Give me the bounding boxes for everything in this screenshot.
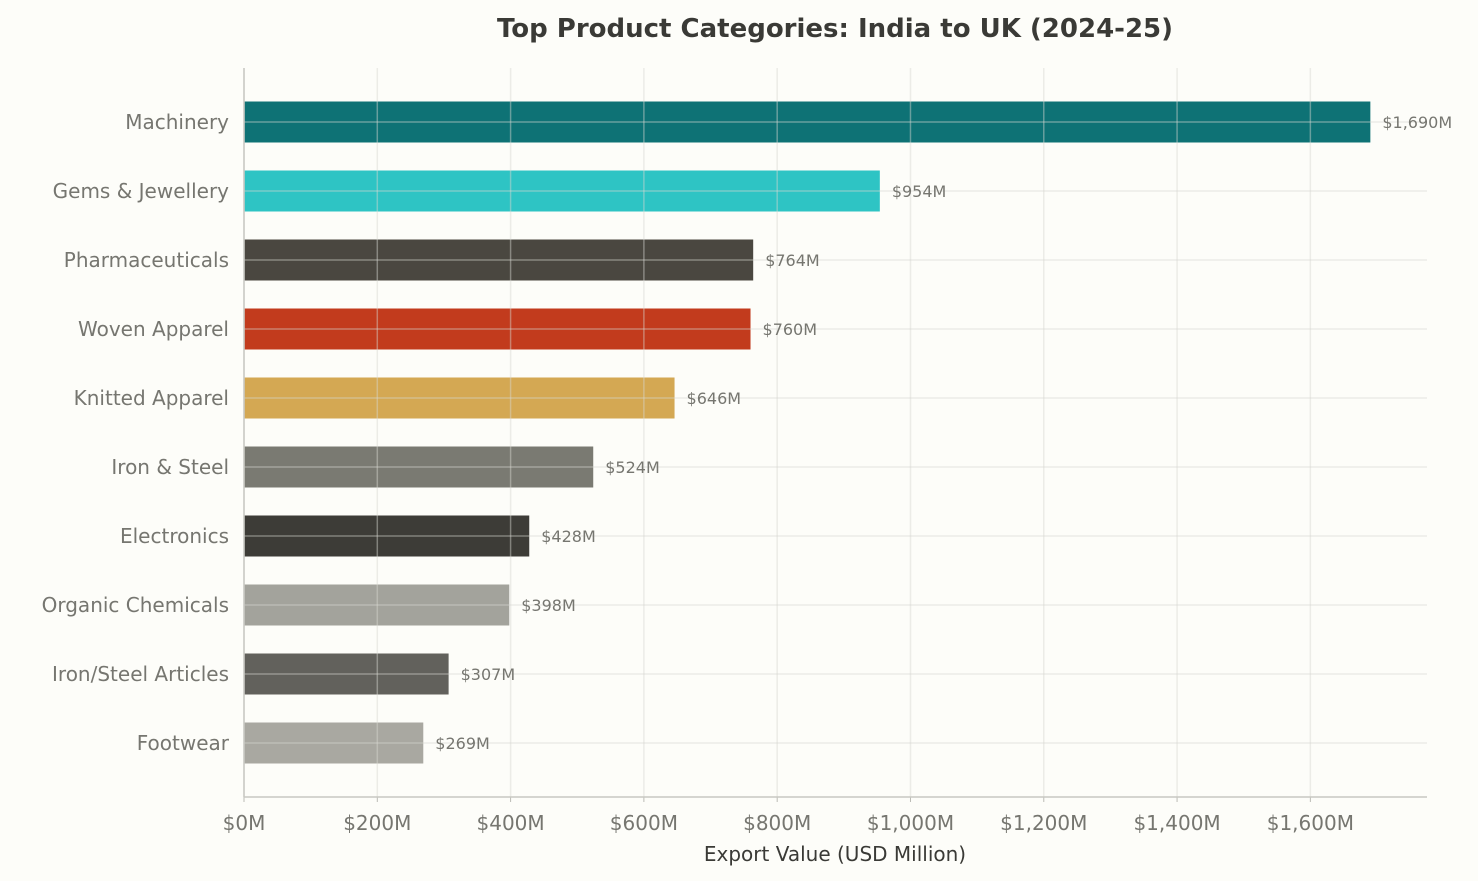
bar — [244, 101, 1371, 143]
category-label: Electronics — [120, 524, 229, 548]
data-label: $398M — [521, 596, 576, 615]
x-tick-label: $600M — [610, 811, 678, 835]
data-label: $954M — [892, 182, 947, 201]
bar — [244, 722, 424, 764]
chart-title: Top Product Categories: India to UK (202… — [497, 14, 1173, 44]
bar — [244, 308, 751, 350]
x-tick-label: $200M — [343, 811, 411, 835]
data-label: $428M — [541, 527, 596, 546]
category-label: Pharmaceuticals — [64, 248, 229, 272]
category-label: Iron/Steel Articles — [52, 662, 229, 686]
x-tick-label: $0M — [223, 811, 266, 835]
category-label: Footwear — [137, 731, 230, 755]
data-label: $1,690M — [1382, 113, 1452, 132]
bar — [244, 170, 880, 212]
x-tick-label: $1,200M — [1000, 811, 1087, 835]
data-label: $524M — [605, 458, 660, 477]
bar — [244, 377, 675, 419]
data-label: $760M — [763, 320, 818, 339]
x-tick-label: $1,000M — [867, 811, 954, 835]
x-tick-label: $400M — [477, 811, 545, 835]
bar — [244, 446, 594, 488]
data-label: $307M — [461, 665, 516, 684]
bar — [244, 515, 530, 557]
category-label: Woven Apparel — [78, 317, 229, 341]
bar — [244, 584, 510, 626]
data-label: $646M — [687, 389, 742, 408]
bar — [244, 239, 754, 281]
category-label: Knitted Apparel — [74, 386, 229, 410]
data-label: $269M — [435, 734, 490, 753]
x-tick-label: $1,600M — [1267, 811, 1354, 835]
category-label: Gems & Jewellery — [53, 179, 230, 203]
category-label: Machinery — [125, 110, 229, 134]
x-tick-label: $800M — [743, 811, 811, 835]
x-tick-label: $1,400M — [1133, 811, 1220, 835]
category-label: Iron & Steel — [111, 455, 229, 479]
category-label: Organic Chemicals — [42, 593, 229, 617]
x-axis-label: Export Value (USD Million) — [704, 842, 966, 866]
data-label: $764M — [765, 251, 820, 270]
bar — [244, 653, 449, 695]
